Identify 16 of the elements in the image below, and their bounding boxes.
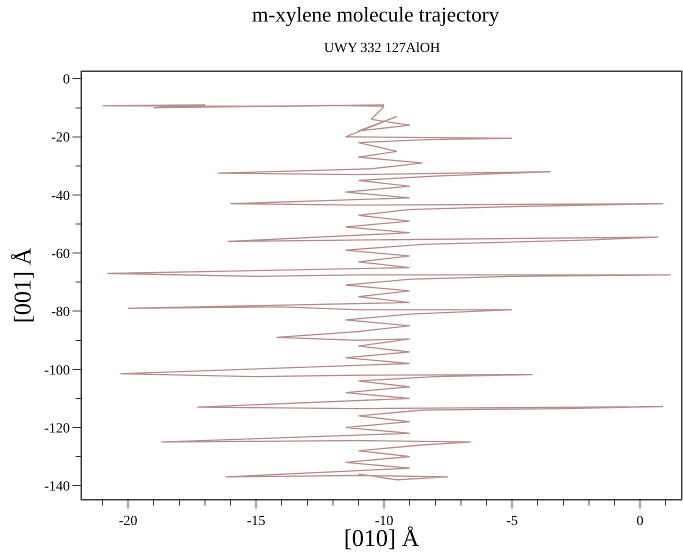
y-tick-label: -140: [44, 480, 70, 495]
chart-subtitle: UWY 332 127AlOH: [324, 41, 440, 56]
y-tick-label: -40: [51, 188, 70, 204]
x-tick-label: -15: [246, 514, 266, 530]
chart-title: m-xylene molecule trajectory: [252, 2, 500, 26]
y-tick-label: -20: [51, 130, 70, 146]
y-tick-label: -100: [44, 363, 70, 378]
x-tick-label: -5: [506, 514, 518, 530]
y-tick-label: -60: [51, 246, 70, 262]
y-tick-label: -120: [44, 421, 70, 436]
line-series: [102, 104, 672, 480]
y-axis-title: [001] Å: [10, 247, 36, 324]
y-tick-label: -80: [51, 305, 70, 320]
y-tick-label: 0: [62, 72, 70, 88]
x-tick-label: 0: [636, 514, 644, 530]
x-tick-label: -20: [118, 514, 138, 530]
